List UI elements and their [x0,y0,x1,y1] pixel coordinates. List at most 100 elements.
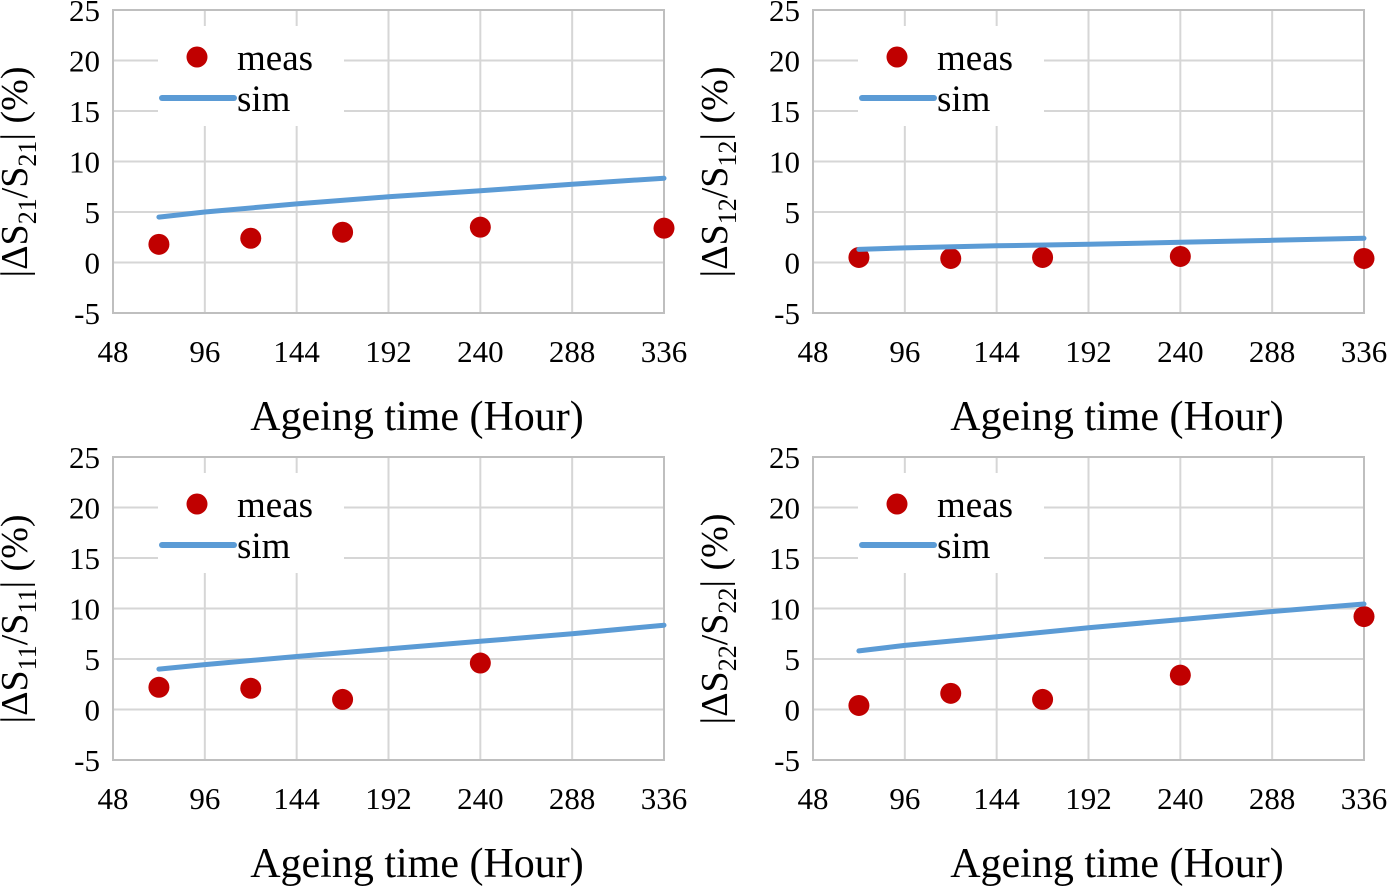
y-tick-label: 15 [769,94,800,129]
x-tick-label: 288 [1249,334,1296,369]
y-tick-label: 5 [785,642,801,677]
y-tick-label: -5 [74,296,100,331]
chart-delta-s21: -5 0 5 10 15 20 25 48 96 144 192 240 288 336 |ΔS21/S2… [0,0,688,440]
sim-line [856,235,1367,252]
meas-data-point [148,676,170,698]
sim-line [156,175,667,220]
y-axis-title: |ΔS22/S22| (%) [694,514,742,725]
legend-meas-label: meas [237,38,313,79]
legend-background [858,26,1044,126]
y-tick-label: 15 [769,541,800,576]
x-axis-title: Ageing time (Hour) [250,394,584,440]
legend-meas-marker-icon [186,46,208,68]
y-tick-label: 25 [69,0,100,28]
x-tick-label: 288 [1249,781,1296,816]
y-tick-label: 10 [769,591,800,626]
legend-background [858,473,1044,573]
meas-data-point [240,227,262,249]
legend-background [158,473,344,573]
meas-data-point [848,246,870,268]
meas-data-point [148,233,170,255]
x-tick-label: 144 [273,781,320,816]
meas-data-point [332,688,354,710]
y-tick-label: 20 [69,43,100,78]
plot-border [812,9,1365,314]
legend: meas sim [858,473,1044,573]
legend-meas-label: meas [237,485,313,526]
legend: meas sim [158,473,344,573]
y-tick-label: 25 [69,440,100,475]
x-tick-label: 48 [798,334,829,369]
y-tick-label: 0 [785,245,801,280]
y-tick-label: 25 [769,0,800,28]
x-axis-title: Ageing time (Hour) [950,841,1284,887]
x-tick-label: 192 [365,334,412,369]
y-tick-label: 0 [85,692,101,727]
legend-meas-marker-icon [886,46,908,68]
y-tick-label: 10 [69,144,100,179]
y-tick-label: -5 [774,743,800,778]
meas-data-point [1353,606,1375,628]
y-tick-label: 5 [785,195,801,230]
chart-delta-s12: -5 0 5 10 15 20 25 48 96 144 192 240 288 336 |ΔS12/S1… [694,0,1388,440]
x-tick-label: 48 [798,781,829,816]
plot-area: -5 0 5 10 15 20 25 48 96 144 192 240 288 336 [69,440,687,816]
meas-data-point [1169,664,1191,686]
legend-sim-label: sim [937,526,991,567]
y-tick-label: 5 [85,642,101,677]
x-tick-label: 192 [365,781,412,816]
meas-data-point [332,221,354,243]
x-tick-label: 144 [273,334,320,369]
x-tick-label: 336 [641,334,688,369]
chart-delta-s11: -5 0 5 10 15 20 25 48 96 144 192 240 288 336 |ΔS11/S1… [0,440,687,887]
plot-border [112,456,665,761]
x-tick-label: 96 [889,781,920,816]
meas-data-point [940,682,962,704]
y-tick-label: 20 [69,490,100,525]
y-tick-label: 20 [769,43,800,78]
sim-line [156,622,667,672]
y-tick-label: 10 [769,144,800,179]
legend-meas-label: meas [937,485,1013,526]
meas-data-point [653,217,675,239]
meas-data-point [1032,246,1054,268]
sim-line [856,601,1367,654]
plot-border [112,9,665,314]
legend-meas-marker-icon [886,493,908,515]
y-tick-label: 0 [785,692,801,727]
x-tick-label: 96 [189,781,220,816]
legend: meas sim [858,26,1044,126]
y-tick-label: 0 [85,245,101,280]
y-axis-title: |ΔS11/S11| (%) [0,514,42,723]
x-tick-label: 144 [973,781,1020,816]
x-tick-label: 288 [549,781,596,816]
legend-sim-label: sim [937,79,991,120]
x-axis-title: Ageing time (Hour) [950,394,1284,440]
y-tick-label: 15 [69,94,100,129]
y-tick-label: 10 [69,591,100,626]
x-tick-label: 336 [1341,781,1388,816]
x-tick-label: 144 [973,334,1020,369]
x-tick-label: 96 [889,334,920,369]
x-tick-label: 288 [549,334,596,369]
plot-area: -5 0 5 10 15 20 25 48 96 144 192 240 288 336 [769,440,1387,816]
y-tick-label: 5 [85,195,101,230]
meas-data-point [240,677,262,699]
meas-data-point [469,652,491,674]
legend-sim-label: sim [237,526,291,567]
x-tick-label: 192 [1065,334,1112,369]
x-tick-label: 240 [1157,781,1204,816]
legend-background [158,26,344,126]
y-axis-title: |ΔS21/S21| (%) [0,67,42,278]
x-tick-label: 48 [98,781,129,816]
y-axis-title: |ΔS12/S12| (%) [694,67,742,278]
y-tick-label: 25 [769,440,800,475]
x-tick-label: 336 [641,781,688,816]
y-tick-label: 20 [769,490,800,525]
meas-data-point [848,694,870,716]
x-tick-label: 192 [1065,781,1112,816]
x-tick-label: 336 [1341,334,1388,369]
legend: meas sim [158,26,344,126]
meas-data-point [1032,688,1054,710]
